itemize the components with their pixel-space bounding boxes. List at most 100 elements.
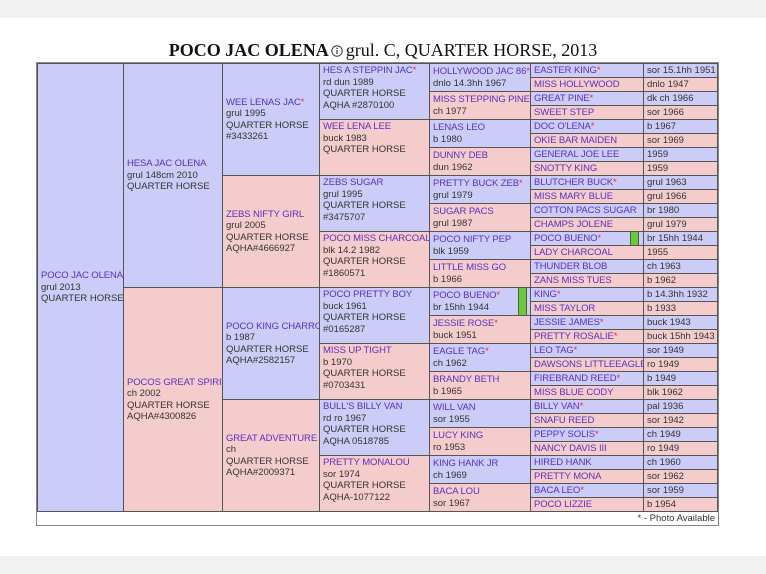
horse-name: WEE LENA LEE	[323, 121, 391, 132]
horse-name-line: BLUTCHER BUCK*	[534, 177, 640, 189]
horse-info: sor 1969	[643, 133, 718, 148]
horse-detail: sor 1955	[433, 413, 470, 425]
horse-name: COTTON PACS SUGAR	[534, 204, 637, 216]
horse-name-line: DUNNY DEB	[433, 150, 527, 162]
horse-cell: LENAS LEO b 1980	[429, 119, 531, 148]
horse-name-line: MISS HOLLYWOOD	[534, 79, 640, 91]
horse-cell: PRETTY ROSALIE*	[530, 329, 644, 344]
horse-detail: ch 1969	[433, 469, 467, 481]
horse-name: POCO JAC OLENA	[41, 270, 124, 282]
horse-name: LADY CHARCOAL	[534, 246, 613, 258]
horse-detail: blk 14.2 1982	[323, 244, 381, 256]
horse-info: ch 1963	[643, 259, 718, 274]
horse-name-line: SNOTTY KING	[534, 163, 640, 175]
horse-info: b 1962	[643, 273, 718, 288]
horse-detail: AQHA#4300826	[127, 411, 197, 422]
highlight-marker	[518, 287, 527, 316]
horse-name-line: MISS STEPPING PINE	[433, 94, 530, 106]
horse-name: BULL'S BILLY VAN	[323, 401, 403, 412]
horse-name: THUNDER BLOB	[534, 260, 608, 272]
horse-cell: HOLLYWOOD JAC 86* dnlo 14.3hh 1967	[429, 63, 531, 92]
horse-name-line: POCO LIZZIE	[534, 499, 640, 511]
horse-name-line: PRETTY ROSALIE*	[534, 331, 640, 343]
horse-name-line: MISS TAYLOR	[534, 303, 640, 315]
horse-name-line: PRETTY BUCK ZEB*	[433, 178, 527, 190]
horse-name-line: BACA LEO*	[534, 485, 640, 497]
photo-marker: *	[612, 176, 617, 188]
horse-cell: LITTLE MISS GO b 1966	[429, 259, 531, 288]
horse-name-line: BACA LOU	[433, 486, 527, 498]
horse-name: POCOS GREAT SPIRIT	[127, 376, 223, 388]
footer-note: * - Photo Available	[37, 511, 718, 525]
horse-detail: #3475707	[323, 211, 366, 223]
horse-detail: b 1966	[433, 273, 463, 285]
horse-name-line: ZEBS NIFTY GIRL	[226, 209, 316, 221]
horse-info: b 14.3hh 1932	[643, 287, 718, 302]
horse-name-line: GREAT ADVENTURE	[226, 433, 317, 445]
horse-detail: QUARTER HORSE	[226, 343, 309, 355]
horse-cell: BRANDY BETH b 1965	[429, 371, 531, 400]
top-band	[0, 0, 766, 18]
horse-cell: JESSIE JAMES*	[530, 315, 644, 330]
horse-name-line: POCO NIFTY PEP	[433, 234, 527, 246]
photo-marker: *	[518, 178, 523, 189]
horse-name-line: SNAFU REED	[534, 415, 640, 427]
photo-marker: *	[589, 92, 594, 104]
horse-info: ch 1949	[643, 427, 718, 442]
horse-info: sor 1942	[643, 413, 718, 428]
horse-name-line: DAWSONS LITTLEEAGLE	[534, 359, 643, 371]
horse-name: DOC O'LENA	[534, 120, 591, 132]
info-icon	[331, 45, 343, 57]
photo-marker: *	[556, 288, 561, 300]
horse-cell: MISS TAYLOR	[530, 301, 644, 316]
horse-name: HOLLYWOOD JAC 86	[433, 66, 527, 77]
photo-marker: *	[573, 344, 578, 356]
horse-name: WEE LENAS JAC	[226, 96, 301, 108]
photo-marker: *	[597, 232, 602, 244]
horse-detail: AQHA 0518785	[323, 435, 390, 447]
horse-detail: grul 2013	[41, 281, 81, 293]
horse-info: sor 1962	[643, 469, 718, 484]
horse-name: LUCY KING	[433, 430, 484, 441]
horse-name: EASTER KING	[534, 64, 597, 76]
horse-name: MISS HOLLYWOOD	[534, 78, 620, 90]
horse-name-line: NANCY DAVIS III	[534, 443, 640, 455]
horse-name: OKIE BAR MAIDEN	[534, 134, 617, 146]
horse-info: grul 1963	[643, 175, 718, 190]
horse-name: LITTLE MISS GO	[433, 262, 507, 273]
horse-detail: #0703431	[323, 379, 366, 391]
horse-name: PRETTY MONA	[534, 470, 602, 482]
horse-detail: QUARTER HORSE	[323, 480, 406, 491]
horse-name-line: LITTLE MISS GO	[433, 262, 527, 274]
horse-detail: AQHA#2009371	[226, 467, 296, 478]
horse-cell: BACA LEO*	[530, 483, 644, 498]
horse-name-line: KING*	[534, 289, 640, 301]
horse-detail: QUARTER HORSE	[323, 256, 406, 267]
horse-name-line: POCO BUENO*	[433, 290, 527, 302]
horse-name-line: EAGLE TAG*	[433, 346, 527, 358]
photo-marker: *	[412, 65, 417, 76]
horse-cell: MISS HOLLYWOOD	[530, 77, 644, 92]
horse-name: PRETTY BUCK ZEB	[433, 178, 519, 189]
horse-name-line: POCO JAC OLENA	[41, 270, 124, 282]
horse-name-line: WEE LENA LEE	[323, 121, 426, 133]
horse-name: PEPPY SOLIS	[534, 428, 596, 440]
horse-cell: THUNDER BLOB	[530, 259, 644, 274]
horse-name-line: HESA JAC OLENA	[127, 158, 219, 170]
horse-cell: POCO KING CHARRO b 1987 QUARTER HORSE AQHA#…	[222, 287, 320, 400]
horse-cell: ZEBS NIFTY GIRL grul 2005 QUARTER HORSE AQH…	[222, 175, 320, 288]
horse-name-line: POCO MISS CHARCOAL	[323, 233, 429, 245]
horse-info: 1955	[643, 245, 718, 260]
horse-name: KING	[534, 288, 557, 300]
horse-info: blk 1962	[643, 385, 718, 400]
horse-cell: MISS MARY BLUE	[530, 189, 644, 204]
horse-name-line: BULL'S BILLY VAN	[323, 401, 426, 413]
horse-name: MISS MARY BLUE	[534, 190, 614, 202]
horse-cell: BILLY VAN*	[530, 399, 644, 414]
horse-cell: FIREBRAND REED*	[530, 371, 644, 386]
horse-name: PRETTY ROSALIE	[534, 330, 614, 342]
horse-info: pal 1936	[643, 399, 718, 414]
horse-name-line: POCO BUENO*	[534, 233, 640, 245]
horse-name-line: GREAT PINE*	[534, 93, 640, 105]
